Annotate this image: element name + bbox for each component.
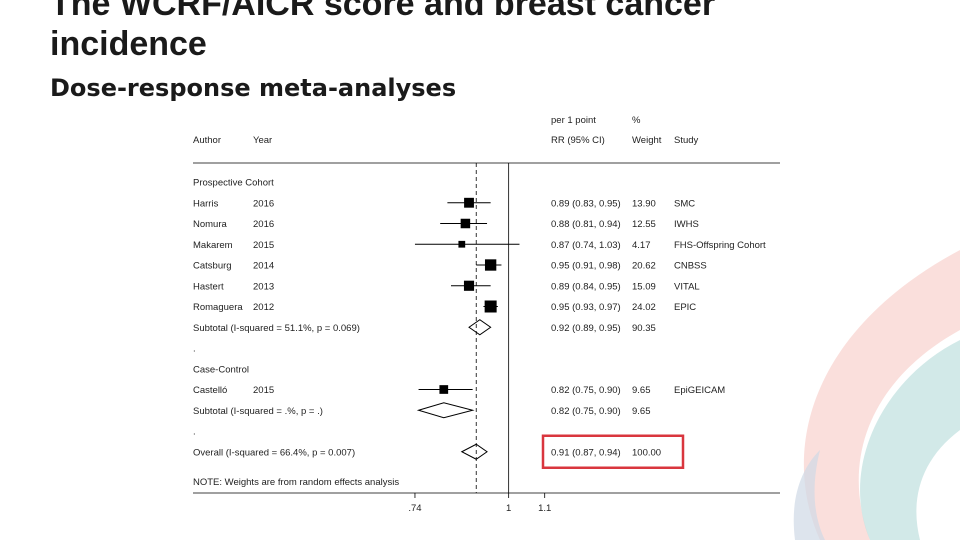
study-ci-text: 0.88 (0.81, 0.94) [551,219,621,230]
study-weight: 4.17 [632,240,651,251]
subtotal-ci-text: 0.82 (0.75, 0.90) [551,406,621,417]
study-author: Nomura [193,219,228,230]
study-ci-text: 0.87 (0.74, 1.03) [551,240,621,251]
overall-highlight-box [541,434,685,469]
x-axis-ticks: .74 1 1.1 [408,493,551,514]
header-rr: RR (95% CI) [551,135,605,146]
point-estimate-square [464,197,474,208]
subtotal-label: Subtotal (I-squared = 51.1%, p = 0.069) [193,323,360,334]
subtotal-weight: 9.65 [632,406,651,417]
slide-subtitle: Dose-response meta-analyses [50,74,457,102]
subtotal-ci-text: 0.92 (0.89, 0.95) [551,323,621,334]
header-weight-top: % [632,115,641,126]
study-author: Castelló [193,385,227,396]
study-ci-text: 0.89 (0.84, 0.95) [551,281,621,292]
study-ci-text: 0.82 (0.75, 0.90) [551,385,621,396]
study-year: 2016 [253,198,274,209]
spacer-dot: . [193,344,196,355]
group-label: Prospective Cohort [193,178,274,189]
header-rr-top: per 1 point [551,115,596,126]
spacer-dot: . [193,427,196,438]
point-estimate-square [484,300,497,313]
study-year: 2016 [253,219,274,230]
study-year: 2014 [253,261,274,272]
header-year: Year [253,135,272,146]
forest-headers: Author Year per 1 point RR (95% CI) % We… [193,115,699,146]
study-name: CNBSS [674,261,707,272]
study-author: Harris [193,198,219,209]
study-name: VITAL [674,281,700,292]
header-study: Study [674,135,699,146]
study-name: IWHS [674,219,699,230]
study-name: EpiGEICAM [674,385,725,396]
study-author: Romaguera [193,302,243,313]
point-estimate-square [458,240,466,248]
header-author: Author [193,135,221,146]
subtotal-diamond [416,402,475,419]
study-year: 2012 [253,302,274,313]
study-author: Makarem [193,240,233,251]
study-author: Hastert [193,281,224,292]
subtotal-diamond [468,319,492,336]
point-estimate-square [463,280,475,291]
overall-label: Overall (I-squared = 66.4%, p = 0.007) [193,447,355,458]
study-name: SMC [674,198,695,209]
point-estimate-square [484,259,497,271]
header-weight: Weight [632,135,662,146]
study-weight: 13.90 [632,198,656,209]
study-ci-text: 0.95 (0.91, 0.98) [551,261,621,272]
forest-rows: Prospective Cohort Harris 2016 0.89 (0.83, … [193,178,766,469]
forest-plot: Author Year per 1 point RR (95% CI) % We… [193,115,780,514]
study-year: 2015 [253,240,274,251]
point-estimate-square [439,385,449,394]
x-tick-label: 1 [506,503,511,514]
subtotal-label: Subtotal (I-squared = .%, p = .) [193,406,323,417]
overall-weight: 100.00 [632,447,661,458]
study-weight: 20.62 [632,261,656,272]
weights-note: NOTE: Weights are from random effects an… [193,477,399,488]
study-ci-text: 0.95 (0.93, 0.97) [551,302,621,313]
decorative-swoosh [793,250,960,540]
study-weight: 24.02 [632,302,656,313]
study-year: 2015 [253,385,274,396]
point-estimate-square [460,218,471,229]
study-weight: 9.65 [632,385,651,396]
study-ci-text: 0.89 (0.83, 0.95) [551,198,621,209]
x-tick-label: .74 [408,503,421,514]
study-weight: 12.55 [632,219,656,230]
overall-ci-text: 0.91 (0.87, 0.94) [551,447,621,458]
slide-title-line-2: incidence [50,25,207,63]
study-name: EPIC [674,302,696,313]
slide-title: The WCRF/AICR score and breast cancer in… [50,0,910,64]
overall-diamond [460,443,488,460]
slide-title-line-1: The WCRF/AICR score and breast cancer [50,0,716,23]
x-tick-label: 1.1 [538,503,551,514]
subtotal-weight: 90.35 [632,323,656,334]
group-label: Case-Control [193,364,249,375]
study-weight: 15.09 [632,281,656,292]
study-author: Catsburg [193,261,232,272]
study-year: 2013 [253,281,274,292]
study-name: FHS-Offspring Cohort [674,240,766,251]
